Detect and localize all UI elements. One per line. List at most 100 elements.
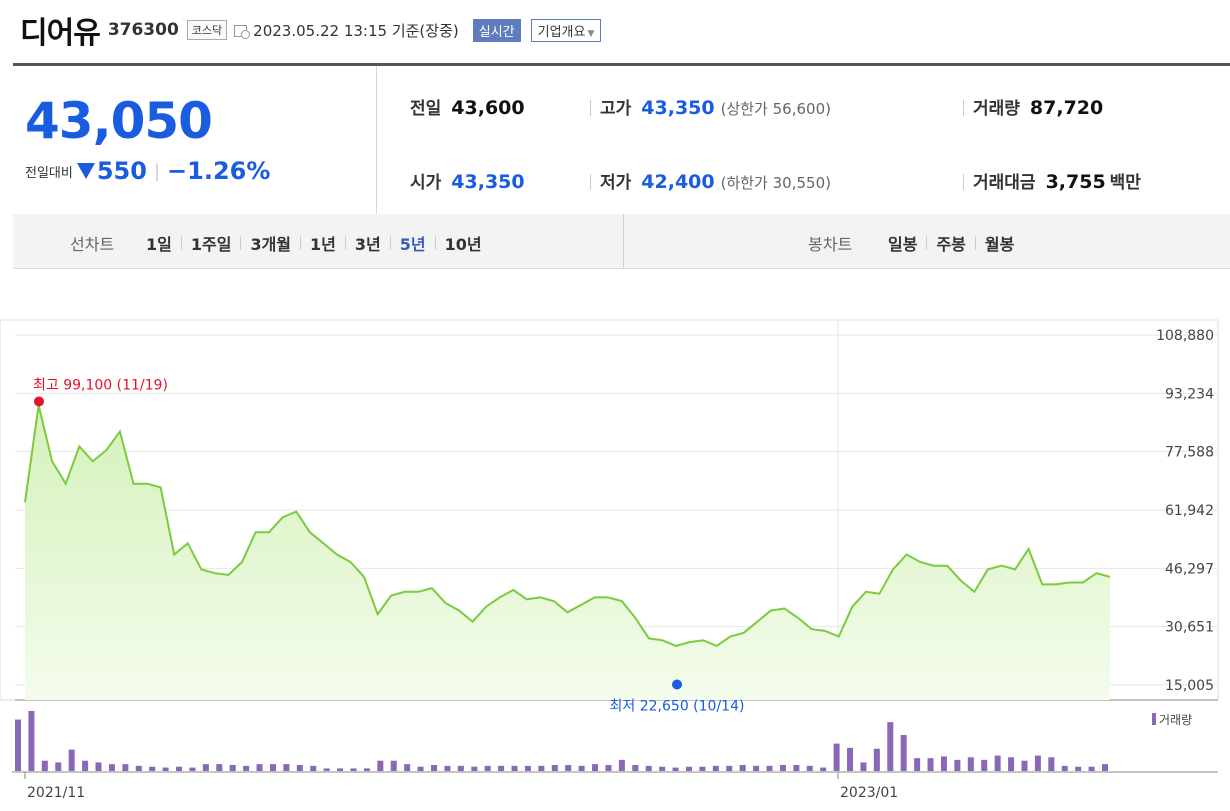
line-chart-label: 선차트: [70, 235, 115, 254]
low-marker-dot: [672, 679, 682, 690]
stock-header: 디어유 376300 코스닥 2023.05.22 13:15 기준(장중) 실…: [20, 10, 602, 51]
price-change: 전일대비 550 | −1.26%: [25, 157, 270, 185]
high-label: 고가: [600, 99, 632, 119]
volume-bar: [1021, 760, 1028, 771]
volume-bar: [1102, 764, 1108, 771]
volume-bar: [645, 765, 652, 771]
lower-limit: (하한가 30,550): [720, 174, 831, 192]
y-tick-label: 77,588: [1165, 445, 1214, 461]
divider: [590, 174, 591, 190]
volume-bar: [793, 765, 800, 771]
open-label: 시가: [410, 173, 442, 193]
low-cell: 저가 42,400 (하한가 30,550): [590, 168, 831, 193]
volume-bar: [565, 765, 572, 771]
volume-bar: [55, 762, 62, 771]
volume-bar: [981, 759, 988, 771]
volume-bar: [779, 765, 786, 771]
market-badge: 코스닥: [186, 20, 228, 40]
volume-bar: [363, 768, 370, 771]
volume-bar: [256, 764, 263, 771]
volume-bar: [216, 764, 223, 771]
divider: [963, 174, 964, 190]
volume-bar: [511, 765, 518, 771]
x-axis-labels: 2021/11 2023/01: [24, 772, 898, 801]
volume-legend-label: 거래량: [1159, 713, 1192, 727]
volume-bar: [551, 765, 558, 771]
volume-bar: [149, 766, 156, 771]
high-value: 43,350: [641, 97, 715, 119]
candle-tab-2[interactable]: 월봉: [984, 235, 1015, 254]
volume-bar: [618, 759, 625, 771]
volume-legend-swatch: [1152, 713, 1156, 725]
high-cell: 고가 43,350 (상한가 56,600): [590, 94, 831, 119]
open-cell: 시가 43,350: [410, 168, 525, 193]
amount-value: 3,755: [1045, 171, 1106, 193]
line-tab-3[interactable]: 1년: [310, 235, 336, 254]
volume-bar: [189, 767, 196, 771]
volume-bar: [726, 765, 733, 771]
volume-bar: [967, 757, 974, 771]
candle-tab-1[interactable]: 주봉: [936, 235, 966, 254]
volume-bar: [1008, 757, 1015, 771]
divider: [623, 214, 624, 268]
chevron-down-icon: ▼: [587, 28, 595, 39]
volume-bars: [12, 711, 1218, 773]
volume-bar: [390, 760, 397, 771]
volume-bar: [592, 764, 599, 771]
realtime-button[interactable]: 실시간: [472, 18, 521, 42]
stock-name: 디어유: [20, 16, 101, 51]
volume-bar: [323, 768, 330, 771]
volume-cell: 거래량 87,720: [963, 94, 1103, 119]
volume-legend: 거래량: [1152, 713, 1192, 727]
y-tick-label: 61,942: [1165, 503, 1214, 519]
prev-close-cell: 전일 43,600: [410, 94, 525, 119]
change-percent: −1.26%: [167, 157, 271, 185]
volume-bar: [350, 768, 357, 771]
clock-calendar-icon: [233, 22, 251, 39]
volume-bar: [739, 765, 746, 771]
candle-chart-tabs: 일봉 주봉 월봉: [888, 231, 1014, 255]
extreme-markers: 최고 99,100 (11/19) 최저 22,650 (10/14): [33, 377, 744, 714]
change-label: 전일대비: [25, 165, 73, 181]
y-tick-label: 30,651: [1165, 620, 1214, 636]
amount-label: 거래대금: [973, 173, 1036, 193]
volume-bar: [377, 760, 384, 771]
y-tick-label: 93,234: [1165, 386, 1214, 402]
volume-bar: [632, 765, 639, 771]
volume-bar: [1034, 755, 1041, 771]
volume-bar: [82, 760, 89, 771]
volume-bar: [524, 765, 531, 771]
price-area: [25, 405, 1110, 700]
volume-bar: [229, 765, 236, 771]
volume-bar: [806, 765, 813, 771]
price-chart: 108,880 93,234 77,588 61,942 46,297 30,651 15,…: [0, 319, 1219, 801]
volume-bar: [887, 722, 894, 771]
volume-bar: [994, 755, 1001, 771]
line-tab-2[interactable]: 3개월: [250, 235, 292, 254]
line-tab-6[interactable]: 10년: [444, 235, 482, 254]
volume-bar: [68, 749, 75, 771]
volume-bar: [269, 764, 276, 771]
company-profile-dropdown[interactable]: 기업개요 ▼: [530, 18, 602, 42]
line-tab-0[interactable]: 1일: [146, 235, 172, 254]
line-tab-5[interactable]: 5년: [399, 235, 426, 254]
line-tab-1[interactable]: 1주일: [190, 235, 232, 254]
quote-panel: 43,050 전일대비 550 | −1.26% 전일 43,600 시가 43…: [13, 63, 1230, 217]
volume-bar: [1061, 765, 1068, 771]
y-tick-label: 108,880: [1156, 328, 1214, 344]
volume-bar: [1075, 766, 1082, 771]
y-tick-label: 15,005: [1165, 678, 1214, 694]
high-marker-dot: [34, 396, 44, 407]
candle-tab-0[interactable]: 일봉: [888, 235, 918, 254]
volume-bar: [471, 766, 478, 771]
low-label: 최저 22,650 (10/14): [610, 698, 745, 714]
price-line: [24, 405, 1111, 648]
price-summary: 43,050 전일대비 550 | −1.26%: [13, 66, 377, 216]
x-tick-label: 2021/11: [27, 785, 85, 801]
volume-bar: [337, 768, 344, 771]
open-value: 43,350: [451, 171, 525, 193]
volume-bar: [766, 765, 773, 771]
stock-code: 376300: [107, 20, 179, 40]
prev-close-value: 43,600: [451, 97, 525, 119]
line-tab-4[interactable]: 3년: [354, 235, 381, 254]
